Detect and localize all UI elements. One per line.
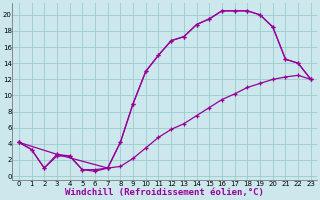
X-axis label: Windchill (Refroidissement éolien,°C): Windchill (Refroidissement éolien,°C) — [65, 188, 264, 197]
